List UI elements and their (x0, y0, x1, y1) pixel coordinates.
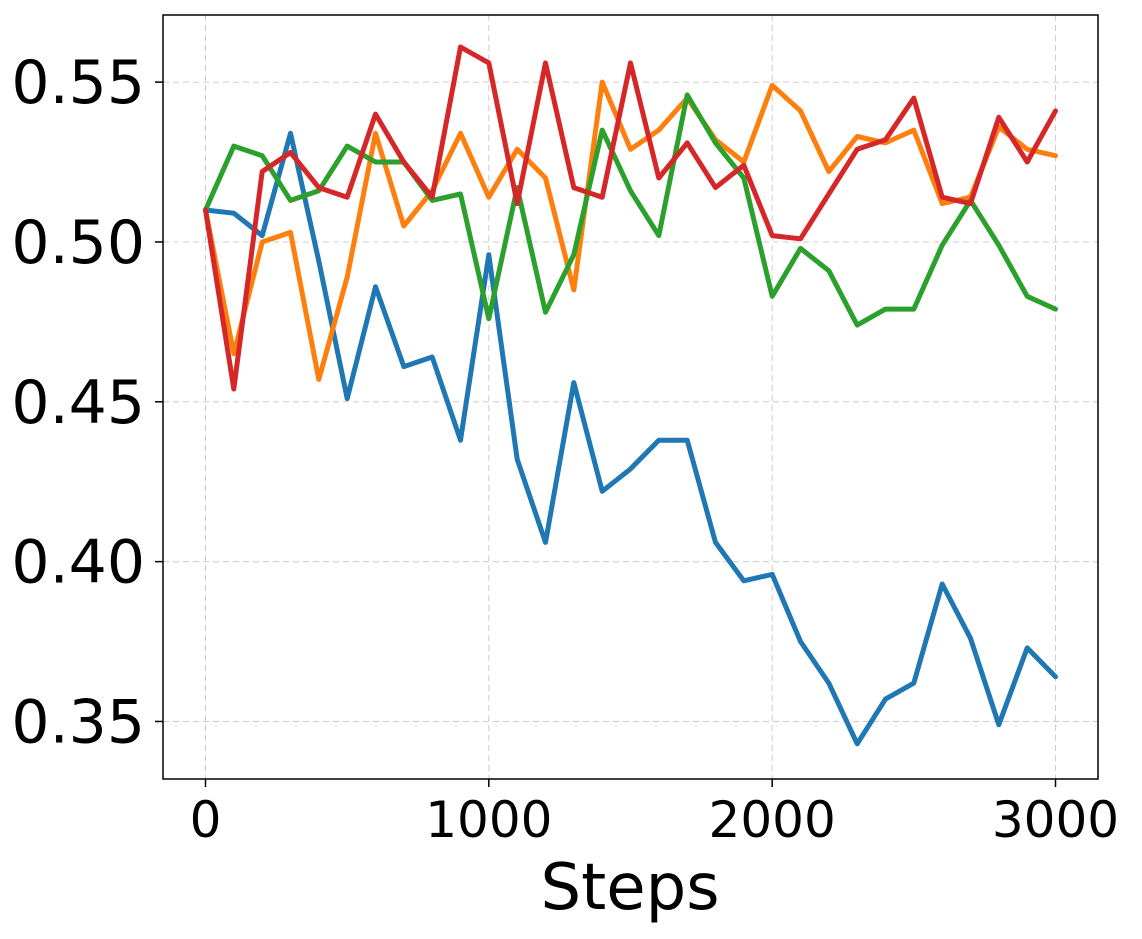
y-tick-label: 0.45 (11, 368, 145, 438)
x-tick-label: 2000 (709, 791, 836, 849)
x-axis: 0 1000 2000 3000 (190, 779, 1119, 849)
x-tick-label: 1000 (425, 791, 552, 849)
y-tick-label: 0.50 (11, 208, 145, 278)
x-axis-label: Steps (540, 851, 719, 925)
y-axis: 0.35 0.40 0.45 0.50 0.55 (11, 48, 163, 757)
series-line-1 (203, 130, 1058, 747)
series-line-4 (203, 44, 1058, 392)
plot-frame (162, 14, 1099, 780)
y-tick-label: 0.35 (11, 687, 145, 757)
y-tick-label: 0.40 (11, 528, 145, 598)
y-tick-label: 0.55 (11, 48, 145, 118)
x-tick-label: 0 (190, 791, 222, 849)
series-line-2 (203, 79, 1058, 382)
x-tick-label: 3000 (992, 791, 1119, 849)
series-group (203, 44, 1058, 747)
grid (163, 15, 1098, 779)
series-line-3 (203, 92, 1058, 328)
